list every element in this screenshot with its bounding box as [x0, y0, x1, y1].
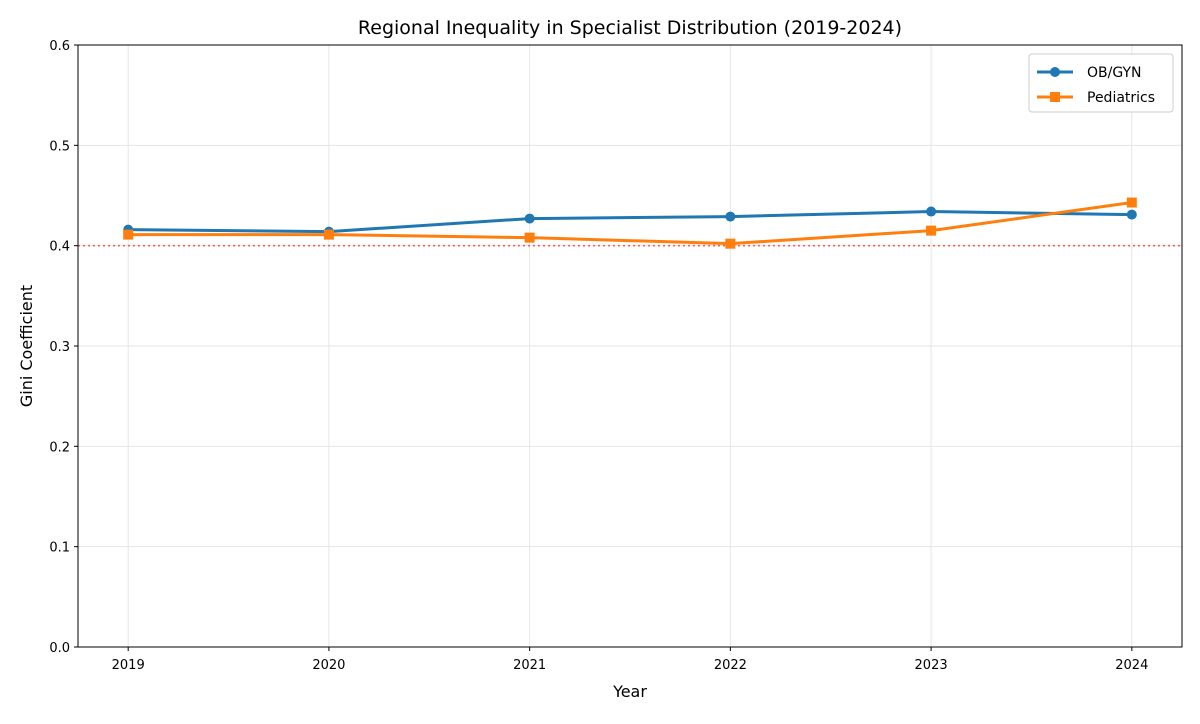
series-pediatrics [123, 197, 1137, 249]
x-tick-label: 2019 [112, 658, 145, 673]
legend-marker [1050, 67, 1060, 77]
data-point [926, 206, 937, 217]
x-tick-label: 2024 [1115, 658, 1148, 673]
y-tick-label: 0.5 [49, 139, 70, 154]
series-line [128, 201, 1133, 246]
data-point [926, 225, 937, 236]
x-tick-label: 2023 [915, 658, 948, 673]
data-point [1126, 197, 1137, 208]
y-tick-label: 0.1 [49, 541, 70, 556]
series [78, 197, 1182, 249]
legend-marker [1050, 92, 1060, 102]
ticks: 2019 2020 2021 2022 2023 2024 0.0 0.1 0.2 0.3 0.4 0… [49, 39, 1148, 673]
plot-frame [77, 44, 1183, 648]
data-point [725, 211, 736, 222]
y-axis-label: Gini Coefficient [17, 285, 36, 407]
series-ob-gyn [123, 206, 1137, 237]
x-axis-label: Year [612, 682, 647, 701]
y-tick-label: 0.3 [49, 340, 70, 355]
legend-label: Pediatrics [1087, 90, 1155, 106]
data-point [323, 229, 334, 240]
y-tick-label: 0.0 [49, 641, 70, 656]
data-point [123, 229, 134, 240]
legend: OB/GYN Pediatrics [1028, 53, 1174, 113]
chart-title: Regional Inequality in Specialist Distri… [358, 17, 902, 39]
series-line [128, 210, 1132, 234]
legend-label: OB/GYN [1087, 65, 1142, 81]
x-tick-label: 2021 [513, 658, 546, 673]
data-point [524, 232, 535, 243]
grid [78, 44, 1182, 648]
y-tick-label: 0.2 [49, 440, 70, 455]
y-tick-label: 0.6 [49, 39, 70, 54]
x-tick-label: 2022 [714, 658, 747, 673]
x-tick-label: 2020 [312, 658, 345, 673]
data-point [1126, 209, 1137, 220]
data-point [524, 213, 535, 224]
data-point [725, 238, 736, 249]
y-tick-label: 0.4 [49, 240, 70, 255]
